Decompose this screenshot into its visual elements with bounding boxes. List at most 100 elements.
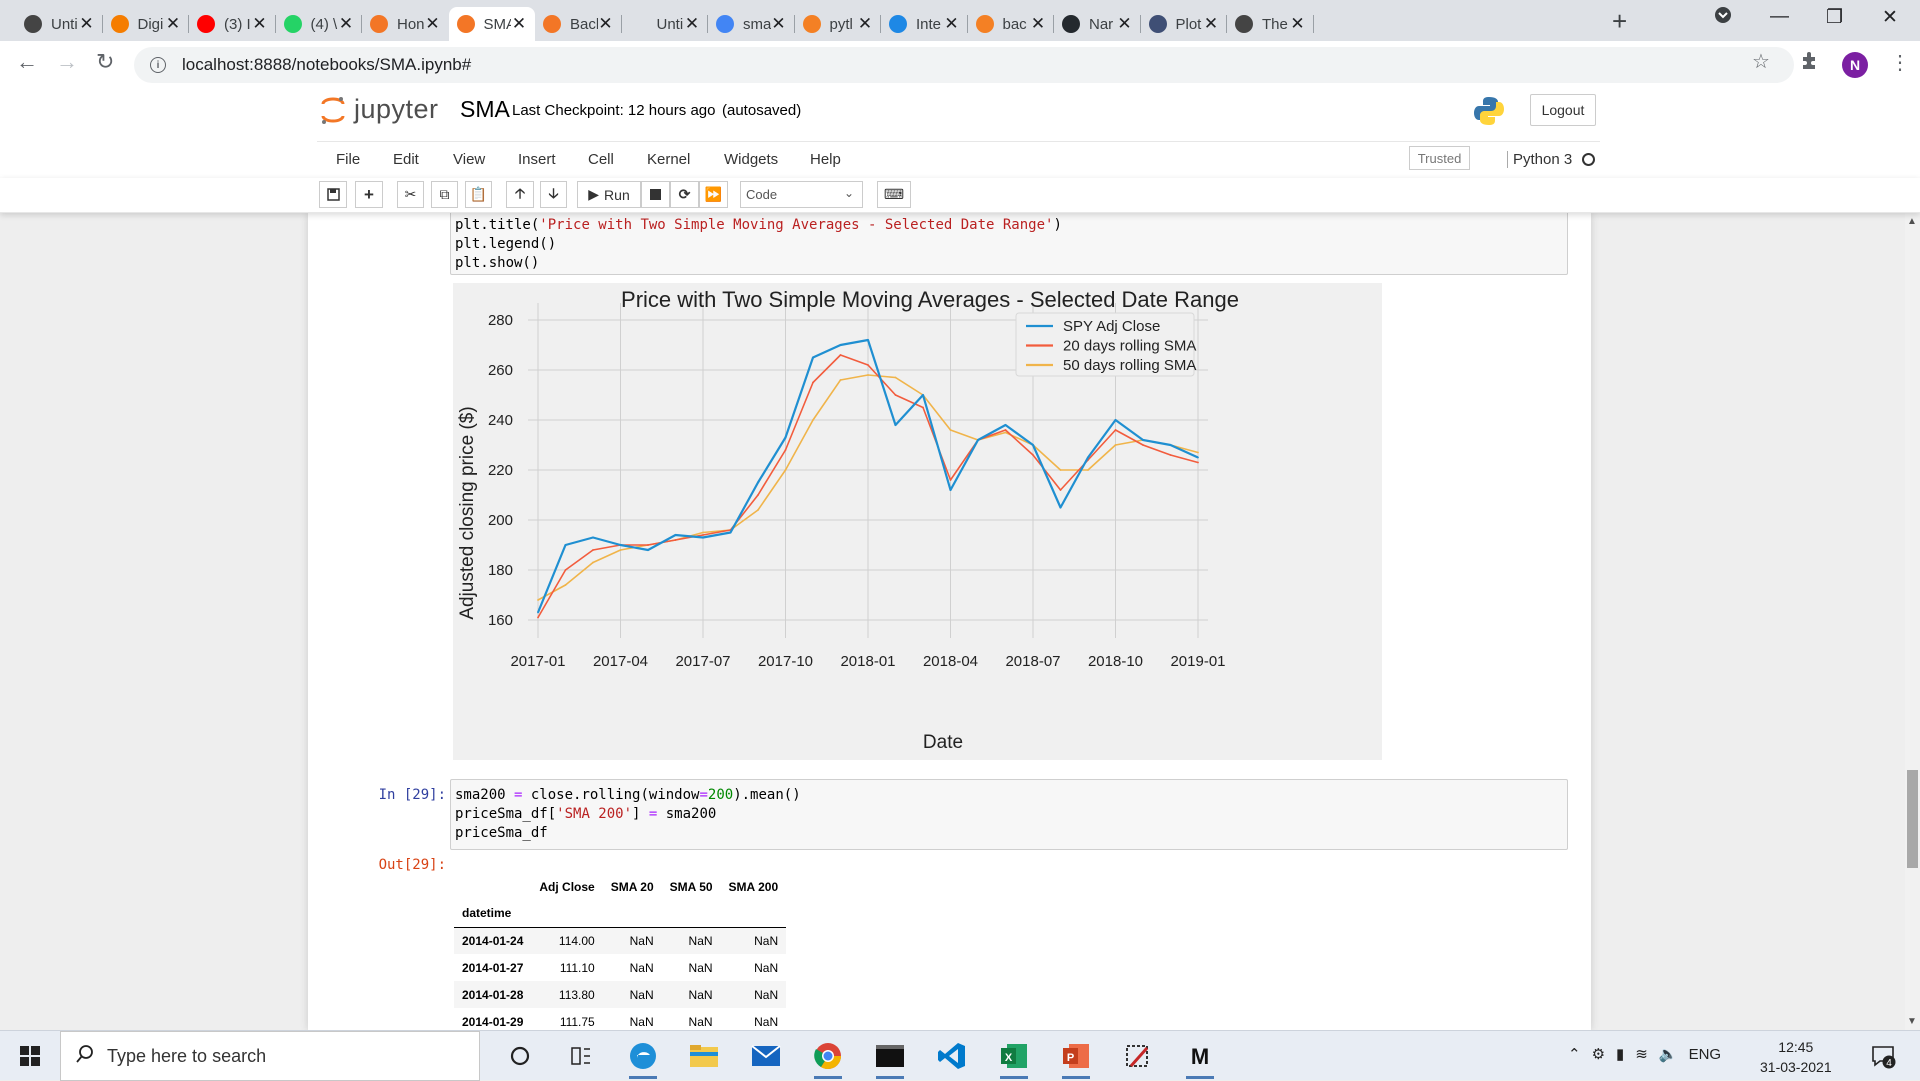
browser-tab[interactable]: Bacl ✕ (535, 7, 622, 41)
info-icon[interactable]: i (150, 57, 166, 73)
restart-run-all-button[interactable]: ⏩ (699, 181, 728, 208)
browser-tab[interactable]: pytl ✕ (795, 7, 882, 41)
close-tab-icon[interactable]: ✕ (1290, 14, 1305, 33)
interrupt-button[interactable] (641, 181, 670, 208)
close-window-button[interactable]: ✕ (1882, 7, 1898, 28)
move-up-button[interactable]: 🡡 (506, 181, 534, 208)
tab-search-button[interactable] (1714, 6, 1732, 30)
input-language[interactable]: ENG (1688, 1045, 1722, 1063)
insert-cell-button[interactable]: + (355, 181, 383, 208)
page-scrollbar[interactable] (1905, 213, 1920, 1030)
cortana-button[interactable] (502, 1039, 538, 1073)
wifi-icon[interactable]: ≋ (1635, 1046, 1648, 1063)
close-tab-icon[interactable]: ✕ (857, 14, 873, 33)
menu-cell[interactable]: Cell (588, 151, 614, 168)
close-tab-icon[interactable]: ✕ (684, 14, 700, 33)
scroll-down-arrow-icon[interactable]: ▼ (1907, 1016, 1917, 1027)
browser-tab[interactable]: Plot ✕ (1141, 7, 1228, 41)
url-input[interactable]: i localhost:8888/notebooks/SMA.ipynb# (134, 47, 1794, 83)
close-tab-icon[interactable]: ✕ (511, 14, 527, 33)
scroll-up-arrow-icon[interactable]: ▲ (1907, 216, 1917, 227)
chevron-up-icon[interactable]: ⌃ (1568, 1046, 1581, 1063)
notebook-name[interactable]: SMA (460, 96, 510, 122)
close-tab-icon[interactable]: ✕ (252, 14, 267, 33)
y-tick-label: 220 (488, 462, 513, 479)
close-tab-icon[interactable]: ✕ (598, 14, 613, 33)
browser-tab[interactable]: (4) \ ✕ (276, 7, 363, 41)
notification-center-button[interactable]: 4 (1870, 1043, 1896, 1074)
taskbar-search-box[interactable]: Type here to search (60, 1031, 480, 1081)
chrome-app-button[interactable] (810, 1039, 846, 1079)
battery-icon[interactable]: ▮ (1616, 1046, 1625, 1063)
menu-kernel[interactable]: Kernel (647, 151, 691, 168)
trusted-badge[interactable]: Trusted (1409, 146, 1470, 170)
move-down-button[interactable]: 🡣 (540, 181, 567, 208)
people-icon[interactable]: ⚙ (1591, 1046, 1606, 1063)
close-tab-icon[interactable]: ✕ (944, 14, 959, 33)
close-tab-icon[interactable]: ✕ (1117, 14, 1132, 33)
powerpoint-app-button[interactable]: P (1058, 1039, 1094, 1079)
jupyter-logo[interactable]: jupyter (320, 94, 439, 125)
browser-menu-icon[interactable]: ⋮ (1890, 52, 1910, 74)
restart-button[interactable]: ⟳ (670, 181, 699, 208)
reload-button[interactable]: ↻ (96, 49, 115, 74)
browser-tab[interactable]: Nar ✕ (1054, 7, 1141, 41)
close-tab-icon[interactable]: ✕ (771, 14, 786, 33)
extensions-puzzle-icon[interactable] (1801, 51, 1819, 74)
edge-app-button[interactable] (625, 1039, 661, 1079)
close-tab-icon[interactable]: ✕ (165, 14, 181, 33)
command-palette-button[interactable]: ⌨ (877, 181, 911, 208)
browser-tab[interactable]: bac ✕ (968, 7, 1055, 41)
menu-edit[interactable]: Edit (393, 151, 419, 168)
browser-tab[interactable]: Inte ✕ (881, 7, 968, 41)
browser-tab[interactable]: sma ✕ (708, 7, 795, 41)
mpv-app-button[interactable]: M (1182, 1039, 1218, 1079)
scrollbar-thumb[interactable] (1907, 770, 1918, 868)
menu-insert[interactable]: Insert (518, 151, 556, 168)
task-view-button[interactable] (563, 1039, 599, 1073)
close-tab-icon[interactable]: ✕ (1030, 14, 1046, 33)
minimize-button[interactable]: — (1770, 6, 1789, 27)
vscode-app-button[interactable] (934, 1039, 970, 1073)
cell-type-select[interactable]: Code ⌄ (740, 181, 863, 208)
logout-button[interactable]: Logout (1530, 94, 1596, 126)
browser-tab[interactable]: The ✕ (1227, 7, 1314, 41)
browser-tab[interactable]: SMA✕ (448, 7, 535, 41)
kernel-name[interactable]: Python 3 (1507, 151, 1572, 168)
code-cell-29[interactable]: sma200 = close.rolling(window=200).mean(… (450, 779, 1568, 850)
run-button[interactable]: ▶ Run (577, 181, 641, 208)
save-button[interactable] (319, 181, 347, 208)
file-explorer-button[interactable] (686, 1039, 722, 1073)
close-tab-icon[interactable]: ✕ (1203, 14, 1219, 33)
new-tab-button[interactable]: + (1612, 6, 1628, 36)
back-button[interactable]: ← (16, 49, 38, 74)
mail-app-button[interactable] (748, 1039, 784, 1073)
browser-tab[interactable]: Unti ✕ (622, 7, 709, 41)
bookmark-star-icon[interactable]: ☆ (1752, 51, 1770, 73)
jupyter-icon (370, 15, 388, 33)
terminal-app-button[interactable] (872, 1039, 908, 1079)
browser-tab[interactable]: Hon ✕ (362, 7, 449, 41)
cut-button[interactable]: ✂ (397, 181, 424, 208)
menu-file[interactable]: File (336, 151, 361, 168)
close-tab-icon[interactable]: ✕ (338, 14, 354, 33)
close-tab-icon[interactable]: ✕ (79, 14, 94, 33)
menu-help[interactable]: Help (810, 151, 841, 168)
browser-tab[interactable]: (3) I ✕ (189, 7, 276, 41)
forward-button[interactable]: → (56, 49, 78, 74)
windows-start-button[interactable] (20, 1046, 40, 1071)
browser-tab[interactable]: Digi ✕ (103, 7, 190, 41)
volume-icon[interactable]: 🔈 (1658, 1046, 1678, 1063)
menu-widgets[interactable]: Widgets (724, 151, 779, 168)
close-tab-icon[interactable]: ✕ (425, 14, 440, 33)
taskbar-clock[interactable]: 12:45 31-03-2021 (1760, 1037, 1832, 1077)
code-cell-previous[interactable]: plt.title('Price with Two Simple Moving … (450, 213, 1568, 275)
restore-button[interactable]: ❐ (1826, 7, 1844, 28)
excel-app-button[interactable]: X (996, 1039, 1032, 1079)
profile-avatar[interactable]: N (1842, 52, 1868, 78)
snipping-tool-button[interactable] (1120, 1039, 1156, 1073)
copy-button[interactable]: ⧉ (431, 181, 458, 208)
browser-tab[interactable]: Unti ✕ (16, 7, 103, 41)
menu-view[interactable]: View (453, 151, 486, 168)
paste-button[interactable]: 📋 (465, 181, 492, 208)
